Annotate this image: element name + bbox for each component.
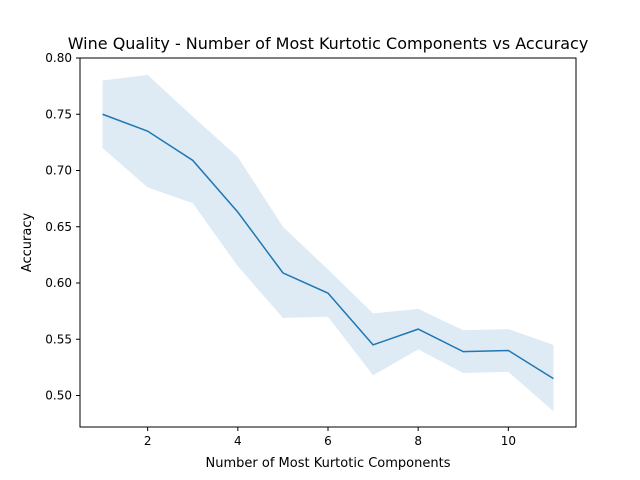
data-point bbox=[237, 211, 239, 213]
y-tick-label: 0.75 bbox=[45, 107, 72, 121]
x-axis-ticks: 2 4 6 8 10 bbox=[144, 427, 516, 448]
y-axis-ticks: 0.50 0.55 0.60 0.65 0.70 0.75 0.80 bbox=[45, 51, 80, 403]
data-point bbox=[417, 328, 419, 330]
plot-area: 2 4 6 8 10 0.50 0.55 0.60 0.65 0.70 0.75 0.80 bbox=[45, 51, 577, 448]
x-tick-label: 6 bbox=[324, 434, 332, 448]
data-point bbox=[192, 159, 194, 161]
y-tick-label: 0.65 bbox=[45, 220, 72, 234]
y-tick-label: 0.70 bbox=[45, 164, 72, 178]
y-tick-label: 0.80 bbox=[45, 51, 72, 65]
data-point bbox=[282, 272, 284, 274]
x-tick-label: 4 bbox=[234, 434, 242, 448]
data-point bbox=[147, 130, 149, 132]
data-point bbox=[507, 350, 509, 352]
data-point bbox=[102, 113, 104, 115]
x-tick-label: 8 bbox=[414, 434, 422, 448]
confidence-band-layer bbox=[102, 74, 554, 412]
y-tick-label: 0.50 bbox=[45, 389, 72, 403]
chart-title: Wine Quality - Number of Most Kurtotic C… bbox=[68, 34, 589, 53]
data-point bbox=[552, 378, 554, 380]
confidence-band bbox=[102, 74, 554, 412]
series-line-layer bbox=[102, 113, 554, 380]
data-point bbox=[462, 351, 464, 353]
data-point bbox=[372, 344, 374, 346]
x-tick-label: 2 bbox=[144, 434, 152, 448]
x-tick-label: 10 bbox=[501, 434, 516, 448]
y-tick-label: 0.55 bbox=[45, 332, 72, 346]
accuracy-line bbox=[102, 113, 554, 380]
x-axis-label: Number of Most Kurtotic Components bbox=[206, 456, 451, 471]
y-axis-label: Accuracy bbox=[20, 213, 35, 273]
data-point bbox=[327, 292, 329, 294]
y-tick-label: 0.60 bbox=[45, 276, 72, 290]
